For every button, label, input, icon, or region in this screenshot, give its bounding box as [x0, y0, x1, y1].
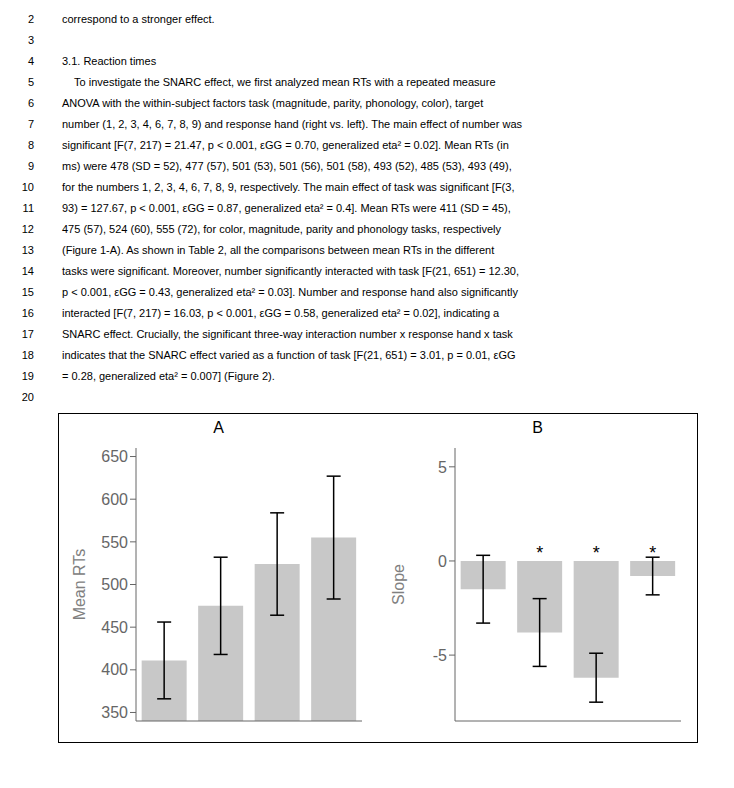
svg-text:500: 500	[101, 576, 128, 593]
svg-text:550: 550	[101, 534, 128, 551]
html-text:8: 8	[27, 138, 34, 151]
svg-text:Slope: Slope	[389, 564, 406, 605]
html-text:93) = 127.67, p < 0.001, εGG =: 93) = 127.67, p < 0.001, εGG = 0.87, gen…	[62, 201, 511, 214]
html-text:ms) were 478 (SD = 52), 477 (5: ms) were 478 (SD = 52), 477 (57), 501 (5…	[62, 159, 512, 172]
html-text:interacted [F(7, 217) = 16.03,: interacted [F(7, 217) = 16.03, p < 0.001…	[62, 306, 500, 319]
svg-text:350: 350	[101, 704, 128, 721]
html-text:13: 13	[21, 243, 34, 256]
html-text:9: 9	[27, 159, 34, 172]
html-text:significant [F(7, 217) = 21.47: significant [F(7, 217) = 21.47, p < 0.00…	[62, 138, 509, 151]
svg-text:0: 0	[438, 553, 447, 570]
html-text:ANOVA with the within-subject: ANOVA with the within-subject factors ta…	[62, 96, 484, 109]
html-text:2: 2	[27, 12, 34, 25]
html-text:3.1. Reaction times: 3.1. Reaction times	[62, 54, 157, 67]
html-text:20: 20	[21, 390, 34, 403]
html-text:SNARC effect. Crucially, the s: SNARC effect. Crucially, the significant…	[62, 327, 513, 340]
html-text:18: 18	[21, 348, 34, 361]
html-text:14: 14	[21, 264, 34, 277]
svg-text:600: 600	[101, 491, 128, 508]
html-text:10: 10	[21, 180, 34, 193]
html-text:16: 16	[21, 306, 34, 319]
html-text:p < 0.001, εGG = 0.43, general: p < 0.001, εGG = 0.43, generalized eta² …	[62, 285, 518, 298]
html-text:for the numbers 1, 2, 3, 4, 6,: for the numbers 1, 2, 3, 4, 6, 7, 8, 9, …	[62, 180, 515, 193]
svg-text:Mean RTs: Mean RTs	[70, 549, 87, 621]
html-text:A: A	[213, 419, 224, 436]
html-text:12: 12	[21, 222, 34, 235]
html-text:indicates that the SNARC effec: indicates that the SNARC effect varied a…	[62, 348, 516, 361]
html-text:17: 17	[21, 327, 34, 340]
svg-text:650: 650	[101, 448, 128, 465]
html-text:4: 4	[27, 54, 34, 67]
svg-text:450: 450	[101, 619, 128, 636]
html-text:5: 5	[27, 75, 34, 88]
html-text:19: 19	[21, 369, 34, 382]
svg-text:*: *	[592, 543, 599, 563]
html-text:(Figure 1-A). As shown in Tabl: (Figure 1-A). As shown in Table 2, all t…	[62, 243, 495, 256]
html-text:correspond to a stronger effec: correspond to a stronger effect.	[62, 12, 215, 25]
html-text:B: B	[532, 419, 543, 436]
svg-text:400: 400	[101, 661, 128, 678]
svg-text:*: *	[536, 543, 543, 563]
html-text:7: 7	[27, 117, 34, 130]
html-text:475 (57), 524 (60), 555 (72),: 475 (57), 524 (60), 555 (72), for color,…	[62, 222, 501, 235]
html-text:= 0.28, generalized eta² = 0.0: = 0.28, generalized eta² = 0.007] (Figur…	[62, 369, 275, 382]
html-text:6: 6	[27, 96, 34, 109]
svg-text:5: 5	[438, 459, 447, 476]
html-text:tasks were significant. Moreov: tasks were significant. Moreover, number…	[62, 264, 519, 277]
html-text:3: 3	[27, 33, 34, 46]
html-text:number (1, 2, 3, 4, 6, 7, 8, 9: number (1, 2, 3, 4, 6, 7, 8, 9) and resp…	[62, 117, 522, 130]
html-text:15: 15	[21, 285, 34, 298]
html-text:11: 11	[22, 201, 34, 214]
svg-text:-5: -5	[432, 647, 446, 664]
html-text:To investigate the SNARC effec: To investigate the SNARC effect, we firs…	[62, 75, 496, 88]
